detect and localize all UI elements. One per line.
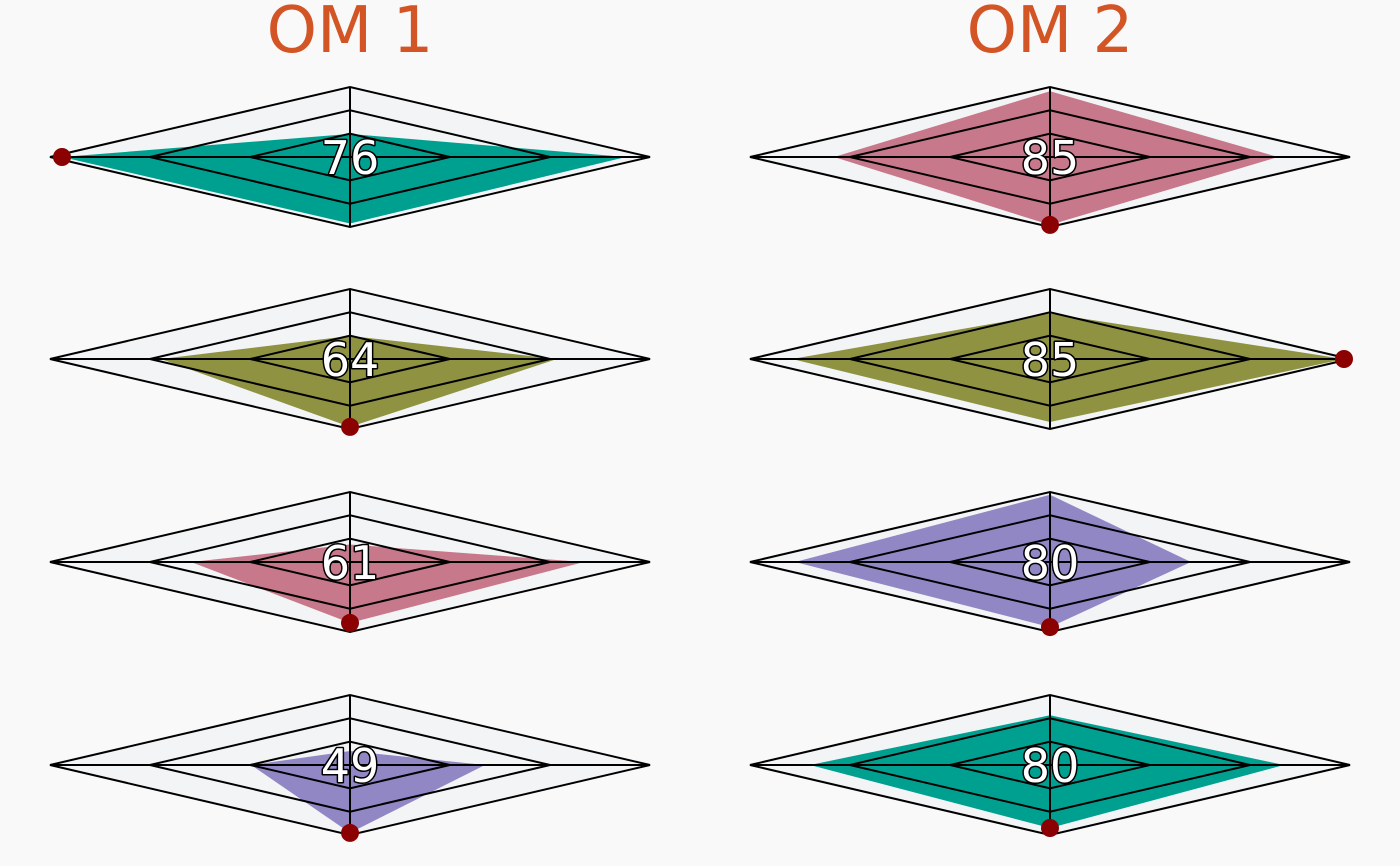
radar-data-area — [191, 544, 584, 623]
radar-chart-2-3: 80 — [749, 490, 1351, 637]
radar-chart-2-1: 85 — [749, 85, 1351, 234]
radar-marker-point — [1041, 819, 1059, 837]
radar-marker-point — [53, 148, 71, 166]
radar-chart-1-1: 76 — [49, 85, 651, 229]
radar-score-label: 49 — [321, 739, 380, 793]
radar-score-label: 85 — [1021, 333, 1080, 387]
radar-data-area — [810, 715, 1284, 828]
radar-marker-point — [1335, 350, 1353, 368]
radar-score-label: 80 — [1021, 739, 1080, 793]
radar-marker-point — [341, 823, 359, 842]
radar-marker-point — [1041, 215, 1059, 234]
radar-score-label: 64 — [321, 333, 380, 387]
radar-marker-point — [341, 417, 359, 436]
radar-chart-1-3: 61 — [49, 490, 651, 634]
radar-score-label: 85 — [1021, 131, 1080, 185]
radar-chart-1-2: 64 — [49, 287, 651, 436]
radar-score-label: 61 — [321, 536, 380, 590]
radar-marker-point — [341, 613, 359, 632]
radar-marker-point — [1041, 618, 1059, 637]
radar-data-area — [834, 91, 1278, 225]
column-title-1: OM 1 — [267, 0, 434, 68]
radar-chart-1-4: 49 — [49, 693, 651, 842]
radar-data-area — [795, 494, 1191, 628]
radar-score-label: 80 — [1021, 536, 1080, 590]
radar-score-label: 76 — [321, 131, 380, 185]
radar-chart-2-4: 80 — [749, 693, 1351, 837]
radar-chart-2-2: 85 — [749, 287, 1353, 431]
column-title-2: OM 2 — [967, 0, 1134, 68]
